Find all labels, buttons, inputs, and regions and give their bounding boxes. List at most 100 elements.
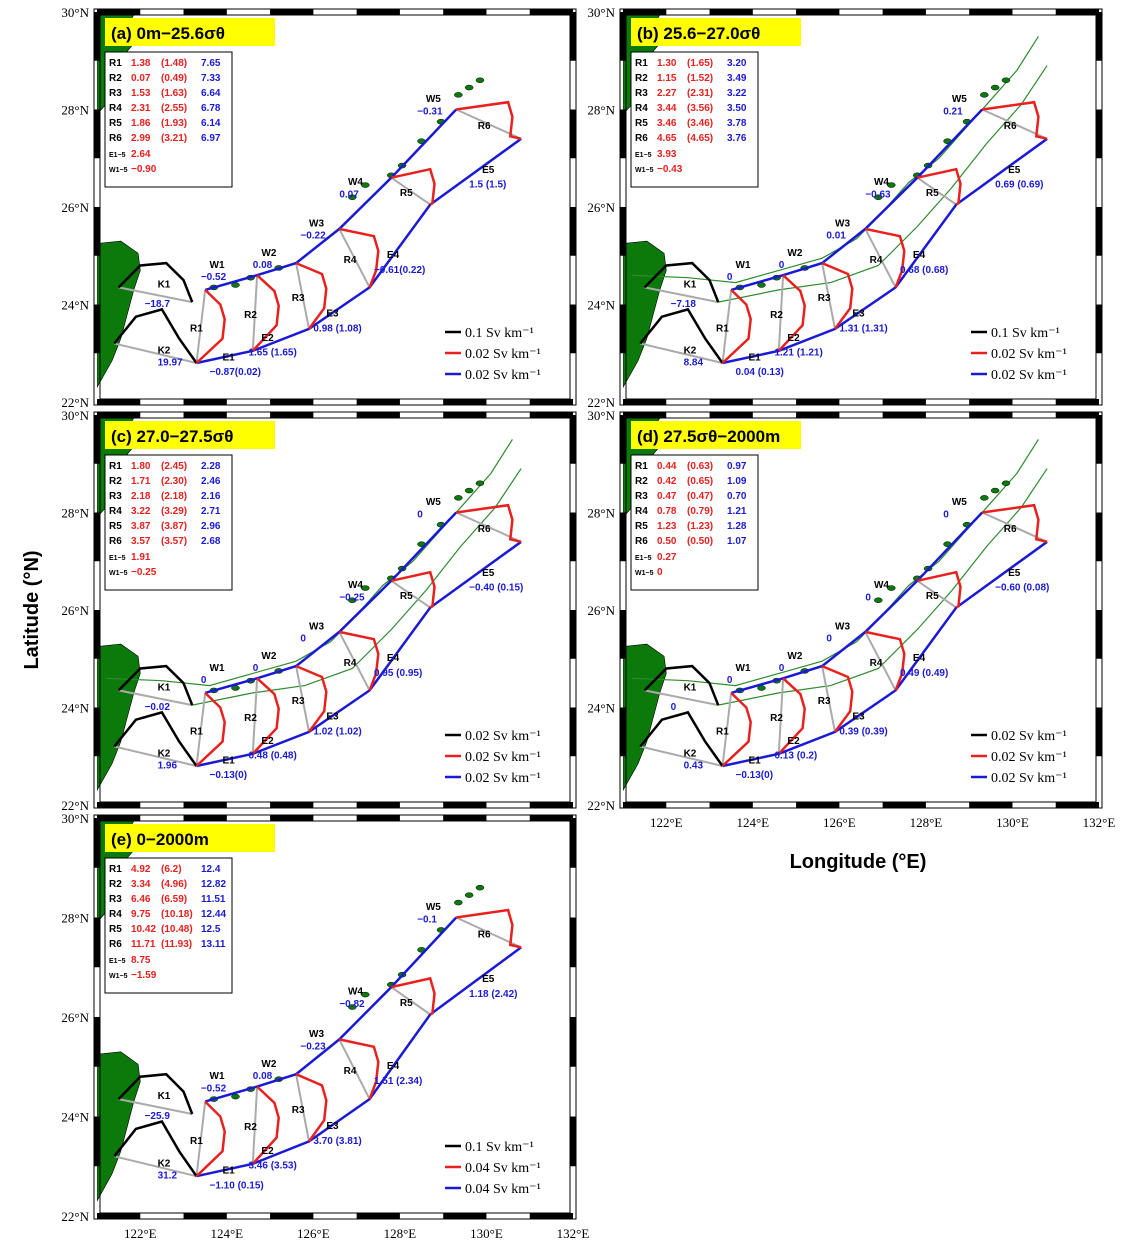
r4-transport-curve [865, 227, 906, 288]
e5-value: 1.18 (2.42) [469, 989, 517, 1000]
island [464, 84, 474, 91]
frame-tick-band [1096, 207, 1102, 256]
section-label-r4: R4 [870, 255, 883, 266]
frame-tick-band [443, 399, 487, 405]
table-cell-r-paren: (1.65) [687, 58, 713, 69]
frame-tick-band [356, 412, 400, 418]
section-label-w1: W1 [210, 1071, 225, 1082]
section-label-e3: E3 [326, 1121, 339, 1132]
frame-tick-band [623, 802, 667, 808]
e-sections-transport [196, 137, 522, 365]
panel-title-box [105, 421, 275, 449]
table-row-label: R4 [109, 909, 122, 920]
transport-table [630, 51, 759, 188]
section-label-e4: E4 [913, 250, 926, 261]
island [454, 495, 463, 501]
section-r3 [295, 262, 310, 330]
e4-value: 0.95 (0.95) [374, 668, 422, 679]
section-r4 [864, 228, 897, 288]
r5-transport-curve [917, 167, 962, 206]
table-row-label: R5 [109, 521, 122, 532]
island [980, 92, 989, 98]
section-label-r2: R2 [770, 310, 783, 321]
w2-value: 0 [779, 260, 785, 271]
table-cell-r-paren: (1.52) [687, 73, 713, 84]
table-label-e1-5: E1−5 [109, 958, 126, 965]
table-label-e1-5: E1−5 [109, 555, 126, 562]
r5-transport-curve [391, 570, 436, 609]
frame-tick-band [270, 399, 314, 405]
table-cell-blue: 6.14 [201, 118, 221, 129]
k2-value: 0.43 [684, 760, 704, 771]
lon-tick-label: 132°E [557, 1226, 590, 1240]
isobath-contour [131, 468, 522, 706]
table-cell-r-paren: (1.63) [161, 88, 187, 99]
table-cell-r-paren: (3.87) [161, 521, 187, 532]
w5-value: −0.1 [417, 914, 437, 925]
lat-tick-label: 24°N [61, 1110, 89, 1125]
isobath-contour [657, 468, 1048, 706]
section-label-w4: W4 [874, 177, 889, 188]
lat-tick-label: 30°N [61, 5, 89, 20]
table-row-label: R6 [109, 536, 122, 547]
legend-label: 0.02 Sv km⁻¹ [991, 771, 1067, 786]
k2-value: 1.96 [158, 760, 178, 771]
r4-transport-curve [339, 1038, 380, 1100]
section-label-e1: E1 [222, 353, 235, 364]
island [475, 77, 485, 83]
island [464, 487, 474, 494]
table-cell-r: 1.15 [657, 73, 677, 84]
table-cell-r-paren: (0.65) [687, 476, 713, 487]
frame-tick-band [1096, 109, 1102, 159]
island [887, 182, 896, 188]
table-w1-5-value: 0 [657, 567, 663, 578]
table-cell-r: 1.71 [131, 476, 151, 487]
frame-tick-band [94, 512, 100, 562]
frame-tick-band [529, 399, 573, 405]
r3-transport-curve [821, 261, 854, 330]
panel-title-box [631, 18, 801, 46]
frame-tick-band [97, 815, 141, 821]
table-cell-r: 9.75 [131, 909, 151, 920]
table-w1-5-value: −1.59 [131, 970, 157, 981]
frame-tick-band [969, 802, 1013, 808]
table-cell-blue: 6.78 [201, 103, 221, 114]
table-cell-r: 1.80 [131, 461, 151, 472]
r5-transport-curve [917, 570, 962, 609]
table-row-label: R2 [635, 73, 648, 84]
r6-transport-curve [456, 908, 522, 949]
r3-transport-curve [821, 664, 854, 733]
table-e1-5-value: 1.91 [131, 552, 151, 563]
table-row-label: R4 [109, 103, 122, 114]
r1-transport-curve [721, 692, 752, 767]
table-cell-r-paren: (2.31) [687, 88, 713, 99]
section-r1 [195, 692, 207, 767]
island [454, 92, 463, 98]
e1-value: −0.13(0) [210, 770, 248, 781]
transport-table [630, 454, 759, 591]
frame-tick-band [270, 412, 314, 418]
section-label-r1: R1 [190, 323, 203, 334]
table-cell-r-paren: (2.30) [161, 476, 187, 487]
section-label-e1: E1 [222, 756, 235, 767]
w4-value: −0.25 [339, 592, 365, 603]
frame-tick-band [570, 917, 576, 968]
table-cell-blue: 0.97 [727, 461, 747, 472]
section-label-e5: E5 [1008, 568, 1021, 579]
lat-tick-label: 22°N [61, 395, 89, 410]
section-label-k2: K2 [684, 345, 697, 356]
section-label-e2: E2 [261, 736, 274, 747]
table-cell-blue: 0.70 [727, 491, 747, 502]
frame-tick-band [620, 207, 626, 256]
k2-transport-curve [113, 1120, 198, 1177]
e-sections-transport [722, 137, 1048, 365]
section-label-e2: E2 [261, 333, 274, 344]
k1-transport-curve [117, 261, 194, 303]
frame-tick-band [270, 815, 314, 821]
panel-c: K1−0.02K21.96R1R2R3R4R5R6W10W20W30W4−0.2… [61, 408, 577, 813]
table-cell-blue: 12.4 [201, 864, 221, 875]
section-r1 [721, 692, 733, 767]
section-label-w3: W3 [835, 219, 850, 230]
section-label-w1: W1 [210, 663, 225, 674]
table-row-label: R1 [109, 864, 122, 875]
